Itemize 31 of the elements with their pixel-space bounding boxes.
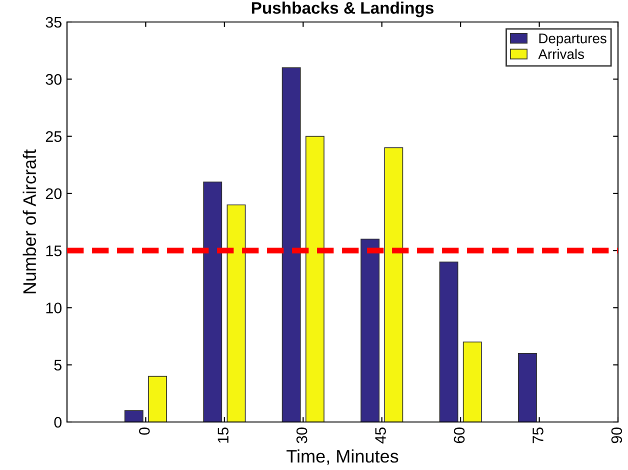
x-tick-label: 30 bbox=[296, 427, 308, 444]
bar bbox=[148, 376, 167, 422]
y-tick-label: 35 bbox=[46, 16, 62, 28]
y-tick-label: 5 bbox=[54, 360, 62, 371]
bar bbox=[439, 262, 458, 422]
y-tick-label: 15 bbox=[46, 246, 62, 256]
chart-title: Pushbacks & Landings bbox=[252, 2, 434, 18]
bar bbox=[360, 238, 380, 422]
x-tick-label: 15 bbox=[218, 428, 229, 443]
bar bbox=[124, 410, 144, 422]
bar bbox=[462, 342, 482, 422]
y-tick-label: 20 bbox=[46, 188, 62, 200]
bar bbox=[384, 147, 404, 422]
y-tick-label: 30 bbox=[46, 74, 62, 85]
y-tick-label: 0 bbox=[54, 416, 62, 428]
legend-label: Arrivals bbox=[538, 48, 584, 60]
bar bbox=[203, 182, 222, 422]
x-tick-label: 60 bbox=[454, 427, 465, 444]
x-tick-label: 45 bbox=[375, 428, 386, 444]
bar bbox=[282, 67, 301, 422]
y-tick-label: 10 bbox=[46, 302, 62, 314]
x-tick-label: 90 bbox=[611, 427, 622, 444]
x-tick-label: 0 bbox=[138, 427, 150, 435]
y-tick-label: 25 bbox=[46, 131, 62, 142]
x-tick-label: 75 bbox=[532, 428, 544, 444]
bar bbox=[305, 136, 324, 422]
y-axis-title: Number of Aircraft bbox=[22, 149, 36, 294]
bar bbox=[226, 204, 246, 422]
x-axis-title: Time, Minutes bbox=[286, 449, 398, 465]
bar bbox=[518, 353, 537, 422]
legend-label: Departures bbox=[539, 34, 606, 46]
